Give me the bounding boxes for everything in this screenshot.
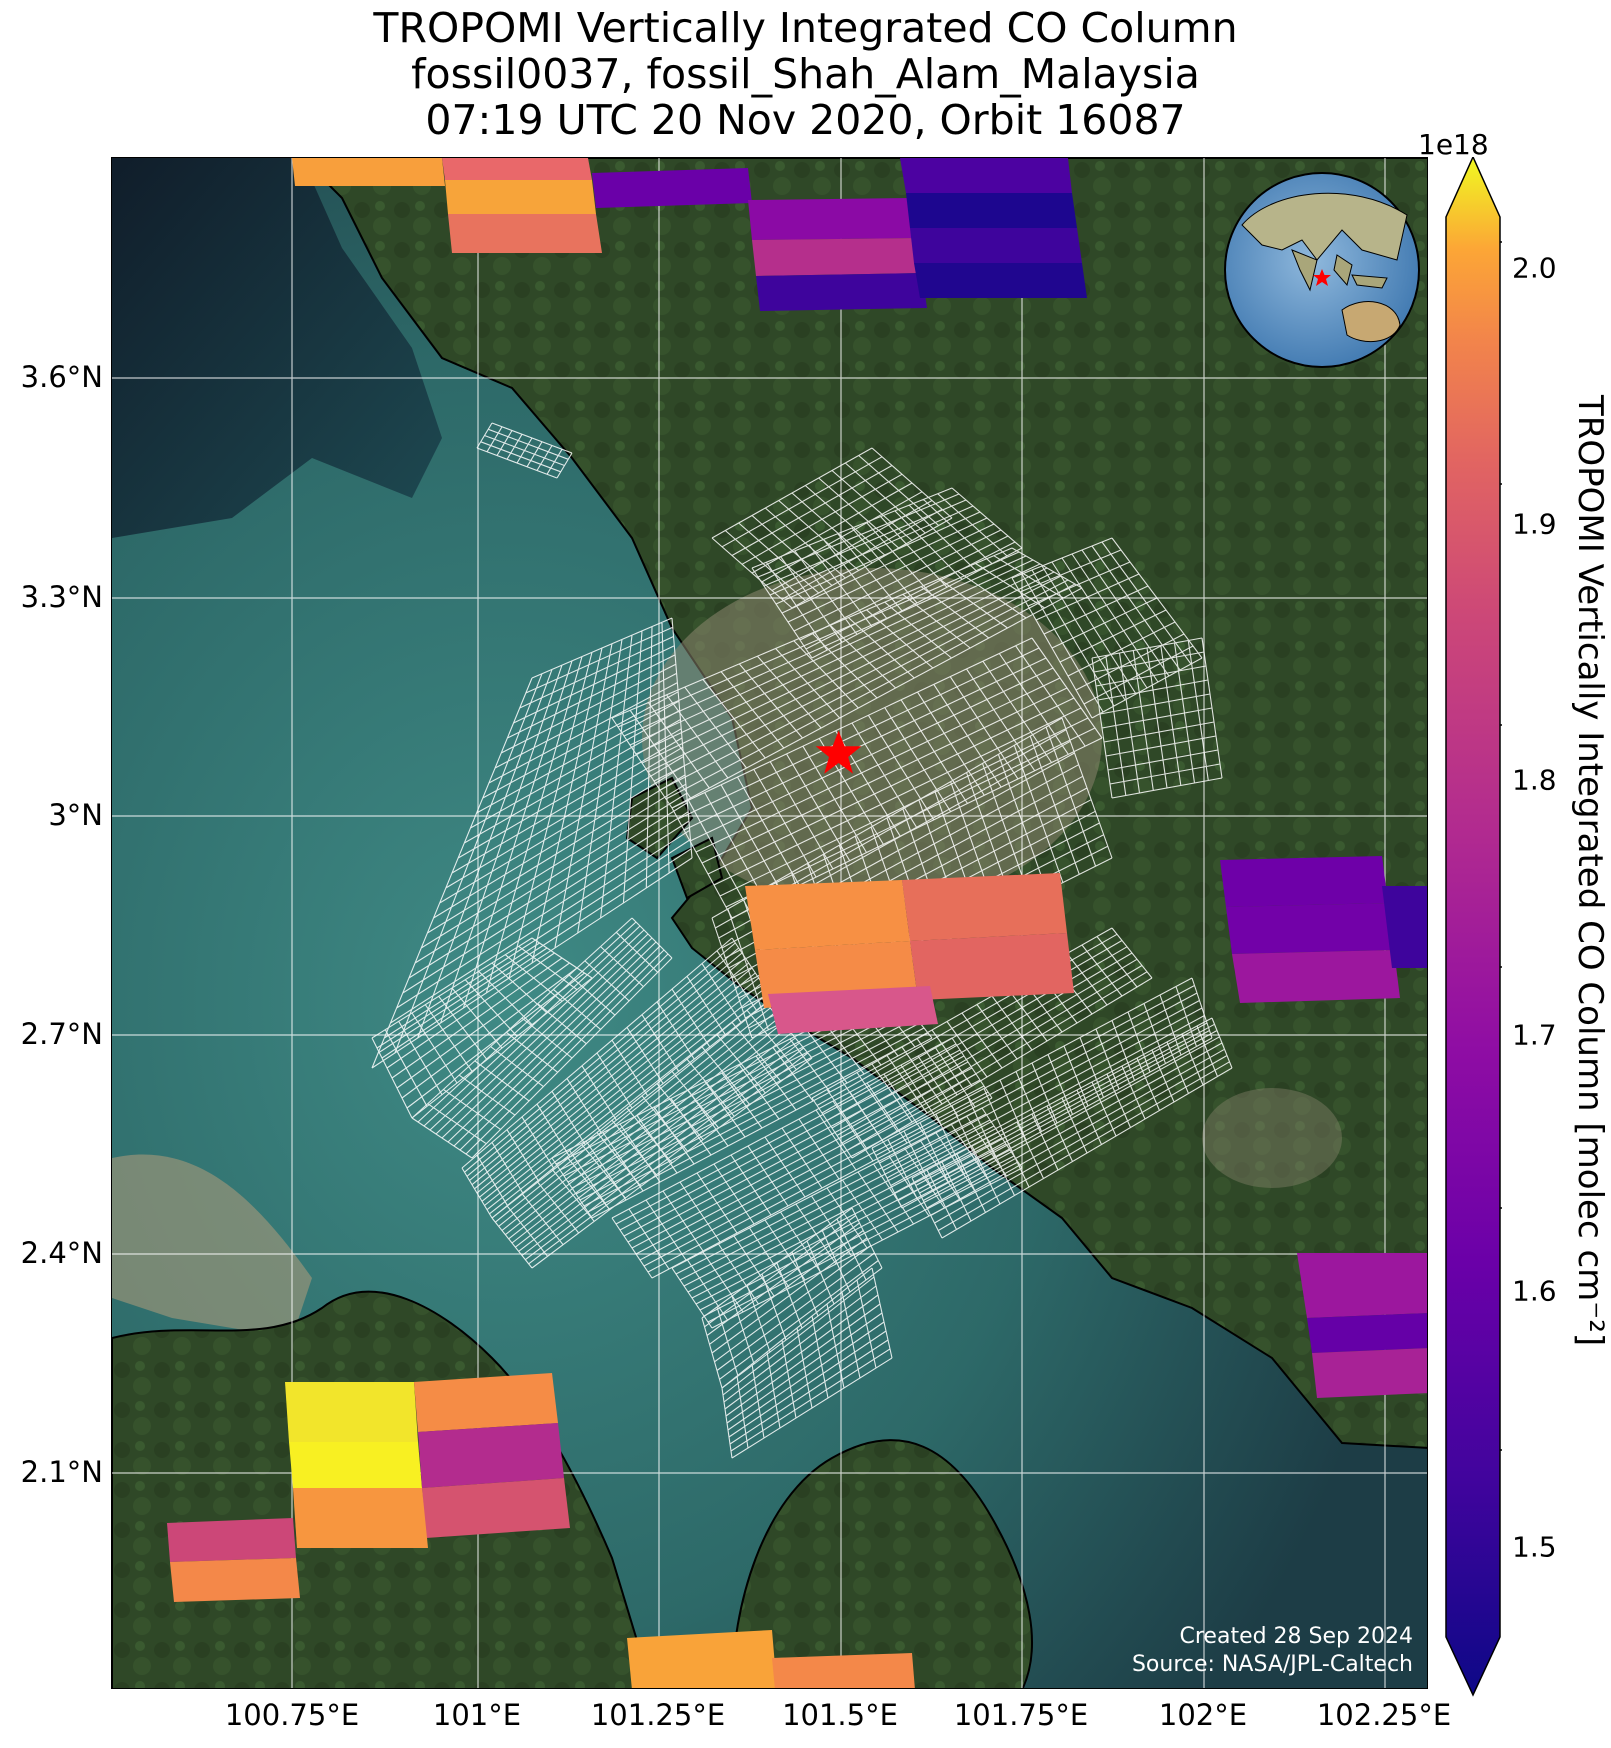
lat-tick-3-6: 3.6°N: [20, 360, 103, 394]
footprint-mesh-patch: [461, 937, 773, 1219]
footer-source: Source: NASA/JPL-Caltech: [1131, 1652, 1413, 1677]
map-panel[interactable]: Created 28 Sep 2024 Source: NASA/JPL-Cal…: [111, 157, 1428, 1689]
lon-tick-102: 102°E: [1158, 1698, 1248, 1732]
lon-tick-101-75: 101.75°E: [953, 1698, 1089, 1732]
footprint-mesh-patch: [721, 1267, 893, 1459]
target-star-marker[interactable]: [815, 730, 862, 774]
colorbar-tick-2-0: 2.0: [1512, 251, 1557, 285]
colorbar-exponent: 1e18: [1418, 128, 1489, 161]
footprint-mesh-patch: [871, 977, 1213, 1209]
lon-tick-102-25: 102.25°E: [1316, 1698, 1452, 1732]
co-pixels-middle: [745, 856, 1427, 1034]
footer-created: Created 28 Sep 2024: [1179, 1624, 1414, 1649]
colorbar-tick-1-7: 1.7: [1512, 1018, 1557, 1052]
footprint-mesh-patch: [751, 487, 1023, 659]
title-line-3: 07:19 UTC 20 Nov 2020, Orbit 16087: [425, 96, 1186, 144]
lon-tick-101-25: 101.25°E: [590, 1698, 726, 1732]
title-line-1: TROPOMI Vertically Integrated CO Column: [373, 4, 1238, 52]
deep-sea-area: [112, 158, 442, 538]
footprint-mesh-patch: [671, 1107, 1023, 1329]
colorbar-tick-1-5: 1.5: [1512, 1530, 1557, 1564]
footprint-mesh-patch: [911, 1017, 1233, 1239]
colorbar-tick-1-8: 1.8: [1512, 763, 1557, 797]
colorbar-tick-1-9: 1.9: [1512, 507, 1557, 541]
footprint-mesh-patch: [711, 447, 953, 609]
footprint-mesh-patch: [371, 617, 693, 1069]
lat-tick-2-1: 2.1°N: [20, 1455, 103, 1489]
inset-star-icon: [1313, 269, 1331, 286]
footprint-mesh-patch: [551, 987, 933, 1219]
lat-tick-2-4: 2.4°N: [20, 1236, 103, 1270]
lon-tick-100-75: 100.75°E: [224, 1698, 360, 1732]
lat-tick-2-7: 2.7°N: [20, 1017, 103, 1051]
urban-area-2: [1202, 1088, 1342, 1188]
footprint-mesh-patch: [476, 422, 573, 479]
lon-tick-101-5: 101.5°E: [782, 1698, 898, 1732]
co-pixels-top: [292, 158, 1087, 311]
footprint-mesh-patch: [671, 637, 1103, 919]
lon-tick-101: 101°E: [432, 1698, 522, 1732]
footprint-mesh-patch: [1011, 537, 1203, 719]
footprint-mesh: [371, 422, 1233, 1459]
map-svg: [112, 158, 1427, 1688]
footprint-mesh-patch: [371, 937, 593, 1119]
lat-tick-3-0: 3°N: [48, 798, 103, 832]
footprint-mesh-patch: [701, 1207, 883, 1389]
co-pixels-bottom: [167, 1253, 1427, 1688]
south-island: [731, 1439, 1033, 1688]
footprint-mesh-patch: [611, 547, 1083, 809]
footprint-mesh-patch: [411, 917, 673, 1159]
footprint-mesh-patch: [1091, 637, 1223, 799]
title-line-2: fossil0037, fossil_Shah_Alam_Malaysia: [411, 50, 1200, 98]
colorbar-tick-1-6: 1.6: [1512, 1274, 1557, 1308]
sediment-plume: [112, 1154, 312, 1338]
lat-tick-3-3: 3.3°N: [20, 580, 103, 614]
colorbar: [1445, 157, 1502, 1697]
inset-globe: [1224, 172, 1420, 368]
colorbar-label: TROPOMI Vertically Integrated CO Column …: [1570, 395, 1610, 1347]
